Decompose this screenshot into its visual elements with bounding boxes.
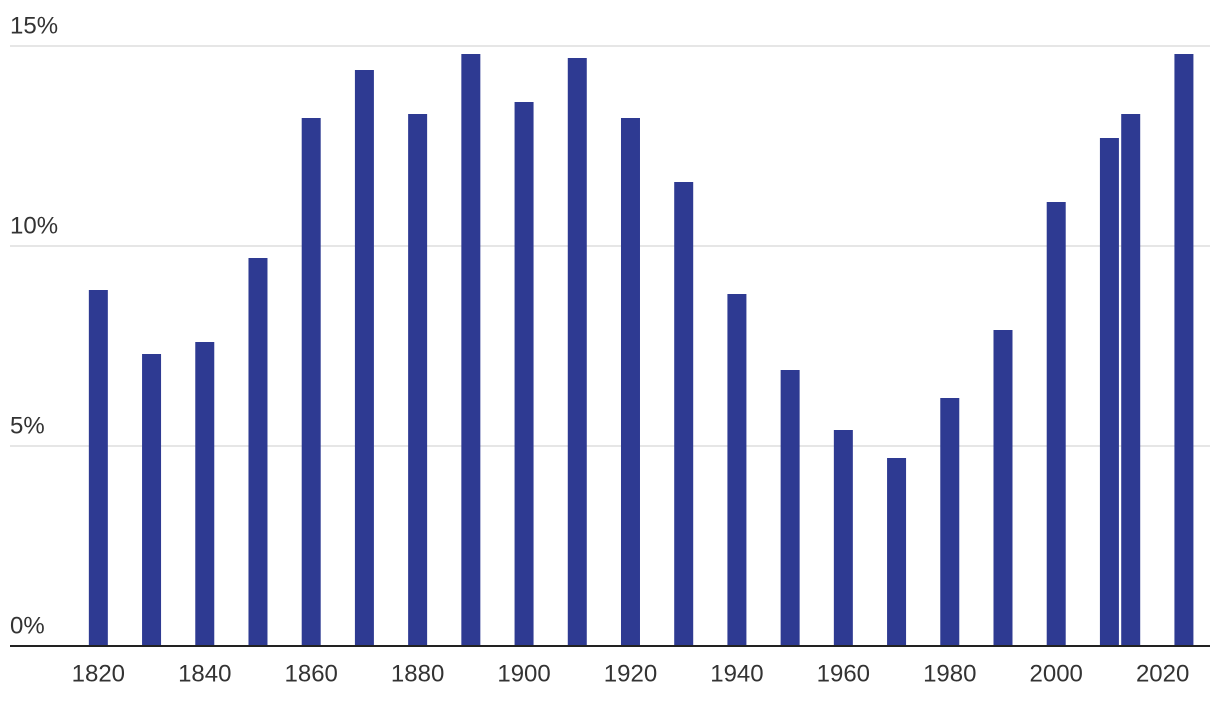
- x-tick-label: 1880: [391, 660, 444, 687]
- bar: [461, 54, 481, 646]
- x-tick-label: 2020: [1136, 660, 1189, 687]
- bar: [620, 118, 640, 646]
- bar: [1046, 202, 1066, 646]
- bar: [674, 182, 694, 646]
- bar: [142, 354, 162, 646]
- y-tick-label: 15%: [10, 12, 58, 39]
- x-tick-label: 1860: [285, 660, 338, 687]
- bar: [248, 258, 268, 646]
- bar: [1121, 114, 1141, 646]
- bar: [993, 330, 1013, 646]
- y-tick-label: 10%: [10, 212, 58, 239]
- bar: [301, 118, 321, 646]
- x-tick-label: 1920: [604, 660, 657, 687]
- x-tick-label: 1980: [923, 660, 976, 687]
- bar: [1099, 138, 1119, 646]
- x-tick-label: 1960: [817, 660, 870, 687]
- bar: [887, 458, 907, 646]
- bar: [354, 70, 374, 646]
- bar: [88, 290, 108, 646]
- bar: [727, 294, 747, 646]
- bar: [940, 398, 960, 646]
- bar: [408, 114, 428, 646]
- bar: [1174, 54, 1194, 646]
- x-tick-label: 1840: [178, 660, 231, 687]
- y-tick-label: 5%: [10, 412, 45, 439]
- bar: [567, 58, 587, 646]
- x-tick-label: 1940: [710, 660, 763, 687]
- bar: [195, 342, 215, 646]
- x-tick-label: 1900: [497, 660, 550, 687]
- bar: [780, 370, 800, 646]
- x-tick-label: 2000: [1030, 660, 1083, 687]
- bar: [833, 430, 853, 646]
- bar: [514, 102, 534, 646]
- y-tick-label: 0%: [10, 612, 45, 639]
- x-tick-label: 1820: [72, 660, 125, 687]
